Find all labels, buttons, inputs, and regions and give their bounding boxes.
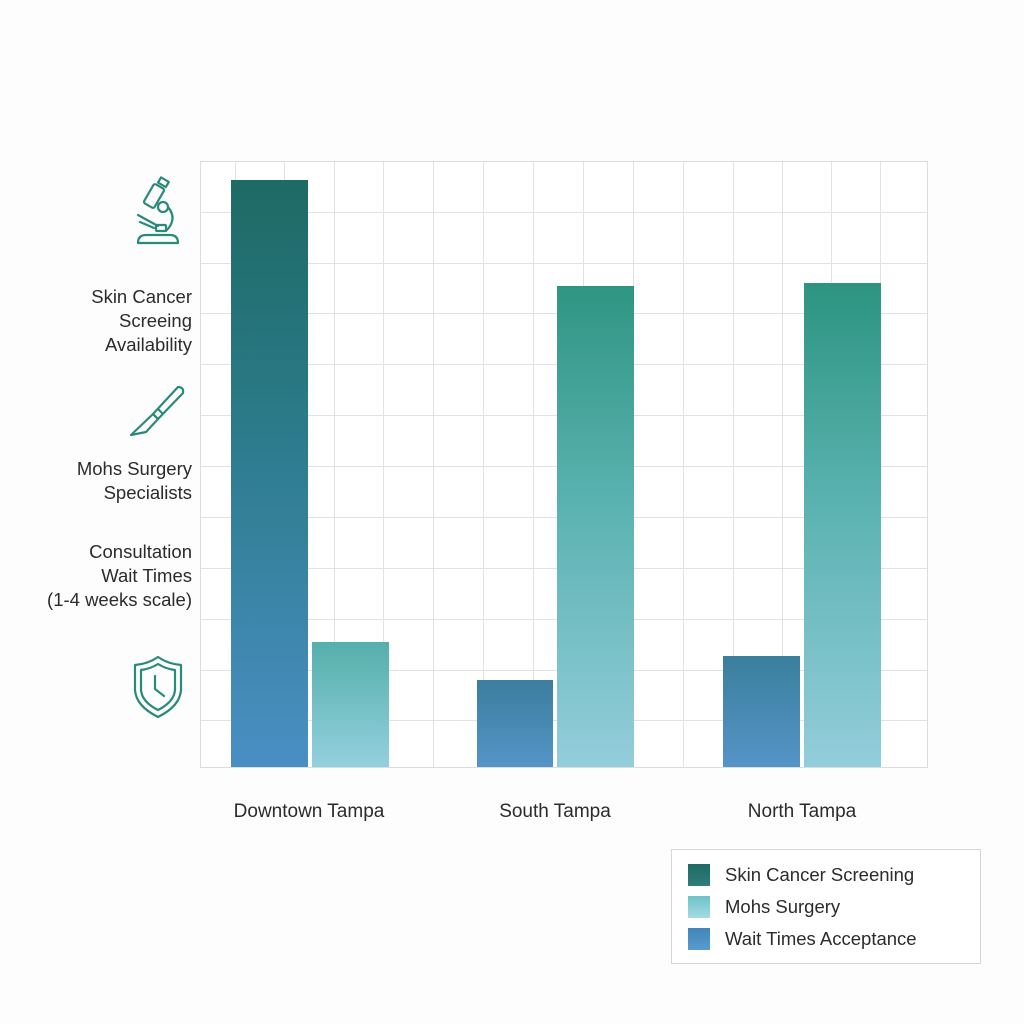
gridline — [383, 162, 384, 767]
y-label-line: Mohs Surgery — [76, 458, 192, 479]
legend-swatch — [688, 864, 710, 886]
y-label-skin-cancer-screening: Skin Cancer Screeing Availability — [91, 285, 192, 357]
legend-item-skin-cancer-screening[interactable]: Skin Cancer Screening — [688, 863, 914, 887]
bar-north-mohs-surgery[interactable] — [804, 283, 881, 767]
shield-clock-icon — [132, 654, 184, 725]
plot-area — [200, 161, 928, 768]
y-label-line: Specialists — [103, 482, 192, 503]
gridline — [201, 263, 927, 264]
y-label-line: (1-4 weeks scale) — [47, 589, 192, 610]
bar-north-wait-times[interactable] — [723, 656, 800, 767]
y-label-wait-times: Consultation Wait Times (1-4 weeks scale… — [47, 540, 192, 612]
gridline — [782, 162, 783, 767]
gridline — [201, 212, 927, 213]
y-label-line: Screeing — [118, 310, 192, 331]
x-label-downtown-tampa: Downtown Tampa — [233, 801, 385, 822]
gridline — [334, 162, 335, 767]
gridline — [683, 162, 684, 767]
legend: Skin Cancer Screening Mohs Surgery Wait … — [671, 849, 981, 964]
gridline — [483, 162, 484, 767]
x-label-south-tampa: South Tampa — [499, 801, 611, 822]
y-label-line: Consultation — [89, 541, 192, 562]
y-label-line: Skin Cancer — [91, 286, 192, 307]
microscope-icon — [132, 175, 182, 252]
bar-downtown-skin-cancer-screening[interactable] — [231, 180, 308, 767]
x-label-north-tampa: North Tampa — [747, 801, 857, 822]
legend-swatch — [688, 928, 710, 950]
legend-item-wait-times-acceptance[interactable]: Wait Times Acceptance — [688, 927, 917, 951]
bar-downtown-mohs-surgery[interactable] — [312, 642, 389, 767]
legend-label: Mohs Surgery — [725, 896, 841, 917]
legend-label: Skin Cancer Screening — [725, 864, 915, 885]
scalpel-icon — [128, 383, 188, 444]
gridline — [733, 162, 734, 767]
y-label-line: Wait Times — [101, 565, 192, 586]
bar-south-wait-times[interactable] — [477, 680, 553, 767]
legend-label: Wait Times Acceptance — [725, 928, 917, 949]
y-label-line: Availability — [104, 334, 192, 355]
legend-swatch — [688, 896, 710, 918]
bar-south-mohs-surgery[interactable] — [557, 286, 634, 767]
gridline — [433, 162, 434, 767]
y-label-mohs-surgery: Mohs Surgery Specialists — [77, 457, 192, 505]
legend-item-mohs-surgery[interactable]: Mohs Surgery — [688, 895, 840, 919]
gridline — [533, 162, 534, 767]
